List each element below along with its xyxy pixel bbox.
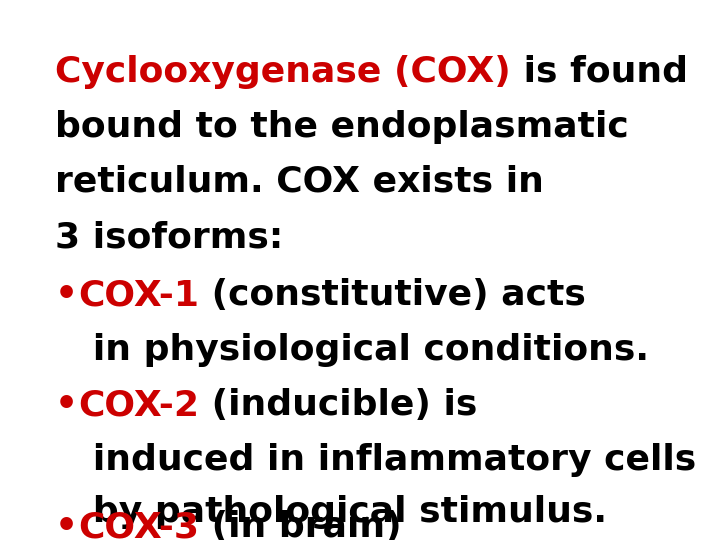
Text: COX-2: COX-2 [78,388,199,422]
Text: reticulum. COX exists in: reticulum. COX exists in [55,165,544,199]
Text: (constitutive) acts: (constitutive) acts [199,278,586,312]
Text: •: • [55,278,78,312]
Text: bound to the endoplasmatic: bound to the endoplasmatic [55,110,629,144]
Text: 3 isoforms:: 3 isoforms: [55,220,283,254]
Text: COX-3: COX-3 [78,510,199,540]
Text: •: • [55,388,78,422]
Text: is found: is found [510,55,688,89]
Text: induced in inflammatory cells: induced in inflammatory cells [55,443,696,477]
Text: in physiological conditions.: in physiological conditions. [55,333,649,367]
Text: COX-1: COX-1 [78,278,199,312]
Text: by pathological stimulus.: by pathological stimulus. [55,495,607,529]
Text: (in brain): (in brain) [199,510,402,540]
Text: Cyclooxygenase (COX): Cyclooxygenase (COX) [55,55,510,89]
Text: (inducible) is: (inducible) is [199,388,477,422]
Text: •: • [55,510,78,540]
